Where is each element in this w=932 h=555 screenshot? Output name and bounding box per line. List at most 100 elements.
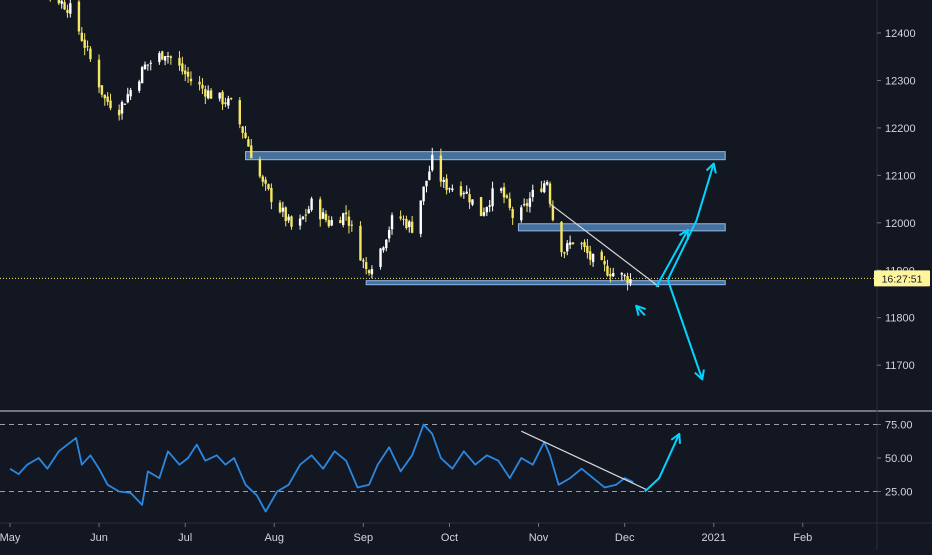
price-tick-label: 12300 <box>885 75 916 87</box>
rsi-trendline-group <box>521 430 648 491</box>
time-axis[interactable]: May Jun Jul Aug Sep Oct Nov Dec 2021 Feb <box>0 523 812 544</box>
candle-body <box>149 62 152 64</box>
candle-body <box>528 198 532 207</box>
candle-body <box>146 64 150 66</box>
candle-body <box>508 198 511 208</box>
candle-body <box>224 102 227 105</box>
candle-body <box>571 242 575 244</box>
candle-body <box>278 202 282 213</box>
candle-body <box>80 32 84 41</box>
candle-body <box>540 188 543 192</box>
candle-body <box>459 186 463 196</box>
candle-body <box>143 64 147 70</box>
candle-body <box>543 183 546 193</box>
candle-body <box>399 216 402 219</box>
candle-body <box>422 186 425 202</box>
candle-body <box>209 90 213 99</box>
candle-body <box>548 183 552 204</box>
candle-body <box>161 51 164 60</box>
candle-body <box>77 1 81 32</box>
candle-body <box>347 216 351 226</box>
candle-body <box>97 59 101 88</box>
candle-body <box>600 251 603 260</box>
candle-body <box>342 213 345 226</box>
candle-body <box>442 179 445 182</box>
candle-body <box>321 212 325 219</box>
time-tick-label: Oct <box>441 532 458 544</box>
candle-body <box>201 84 204 89</box>
candle-body <box>241 126 244 133</box>
candle-body <box>229 98 233 100</box>
candle-body <box>100 85 104 95</box>
candle-body <box>545 181 549 185</box>
candle-body <box>364 262 368 269</box>
candle-body <box>290 216 293 227</box>
candle-body <box>402 218 405 220</box>
price-tick-label: 11800 <box>885 313 915 325</box>
candle-body <box>69 3 72 14</box>
candle-body <box>63 2 66 10</box>
time-tick-label: Feb <box>793 532 812 544</box>
candle-body <box>583 241 586 248</box>
candle-body <box>566 243 569 252</box>
candle-body <box>511 209 514 218</box>
candle-body <box>491 188 494 207</box>
price-projection-arrow-2 <box>655 229 689 288</box>
candle-body <box>488 205 491 207</box>
time-tick-label: Dec <box>615 532 635 544</box>
candle-body <box>439 155 443 182</box>
candle-body <box>606 265 609 276</box>
current-price-label: 16:27:51 <box>874 270 930 287</box>
candle-body <box>181 63 184 72</box>
candle-body <box>198 81 201 85</box>
candle-body <box>238 100 241 125</box>
time-tick-label: Jul <box>178 532 192 544</box>
candle-body <box>184 70 187 75</box>
rsi-tick-label: 75.00 <box>885 420 913 432</box>
candle-body <box>448 188 451 190</box>
candle-body <box>166 55 170 57</box>
candle-body <box>419 200 422 234</box>
candle-body <box>123 103 127 105</box>
price-tick-label: 12200 <box>885 123 916 135</box>
candle-body <box>301 216 305 220</box>
support-resistance-zones <box>245 151 726 286</box>
candle-body <box>586 245 589 254</box>
candle-body <box>465 191 468 194</box>
price-tick-label: 11700 <box>885 360 915 372</box>
candle-body <box>462 193 466 195</box>
candle-body <box>169 56 173 58</box>
candle-body <box>267 184 270 189</box>
candle-body <box>410 221 414 233</box>
candle-body <box>629 279 632 284</box>
candle-body <box>138 81 141 91</box>
price-zone-1 <box>245 151 726 161</box>
candle-body <box>445 178 448 190</box>
candle-body <box>250 145 253 159</box>
candle-body <box>499 188 503 191</box>
price-trendline <box>549 203 660 288</box>
candle-body <box>106 96 109 102</box>
candle-body <box>83 39 86 48</box>
candle-body <box>367 270 371 274</box>
candle-body <box>258 159 262 177</box>
candle-body <box>163 56 167 61</box>
candle-body <box>227 98 230 106</box>
rsi-tick-label: 50.00 <box>885 453 913 465</box>
candle-body <box>425 180 428 187</box>
rsi-projection-arrow-1 <box>644 433 681 493</box>
candle-body <box>362 260 365 262</box>
price-projection-arrow-3-head <box>705 162 717 174</box>
candle-body <box>287 216 290 221</box>
candle-body <box>319 199 322 220</box>
candle-body <box>468 194 471 203</box>
candle-body <box>385 239 388 249</box>
candle-body <box>330 220 333 226</box>
price-projection-arrow-3 <box>666 163 715 281</box>
candle-body <box>505 195 509 198</box>
candle-body <box>431 154 434 171</box>
candle-body <box>284 207 287 222</box>
time-tick-label: Sep <box>354 532 374 544</box>
candle-body <box>405 218 408 229</box>
